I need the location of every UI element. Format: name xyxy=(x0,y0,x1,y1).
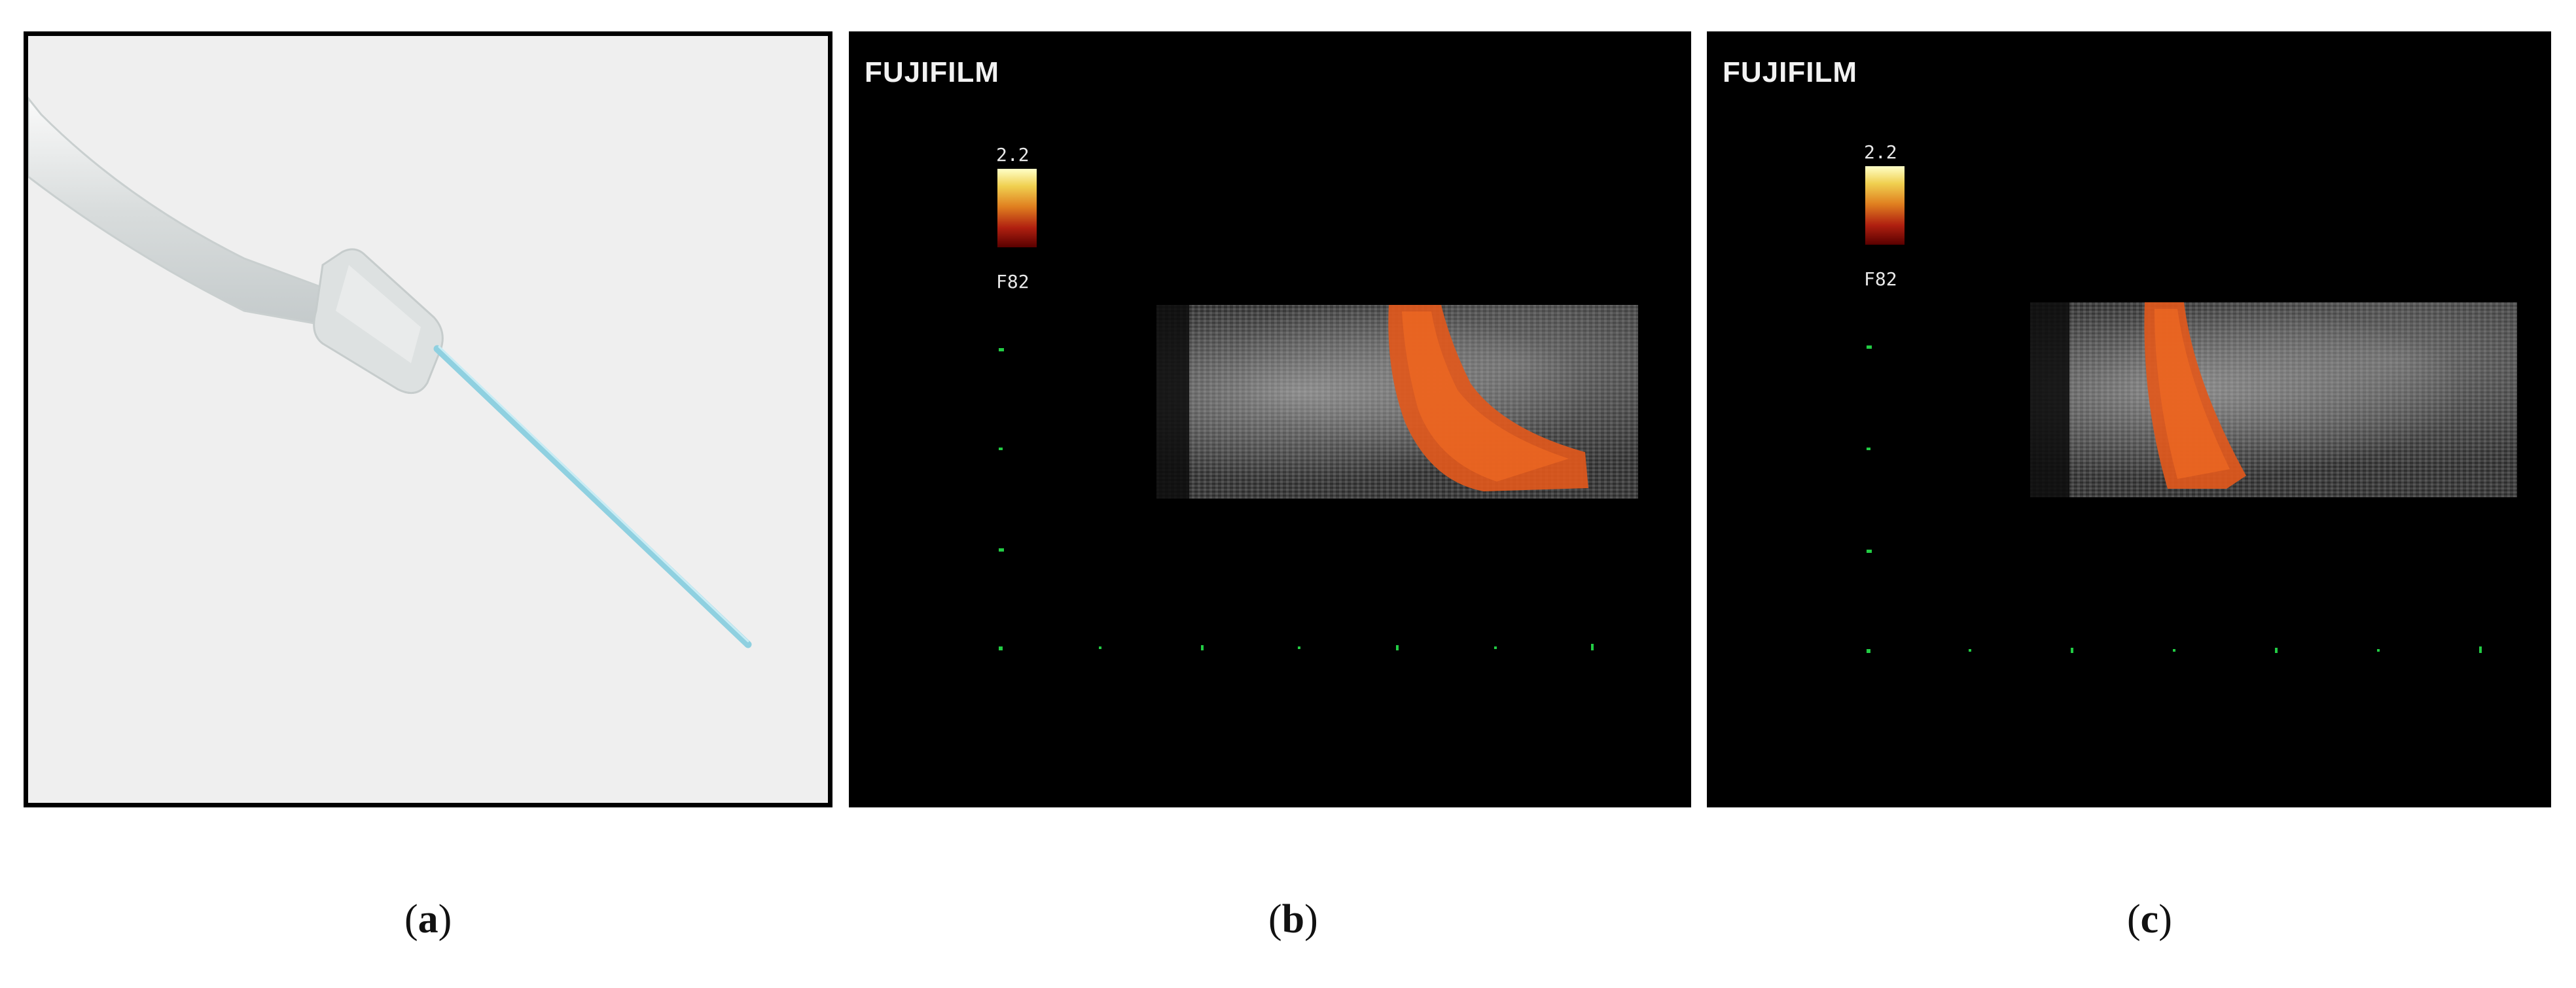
lateral-marker xyxy=(1396,645,1399,650)
lateral-marker xyxy=(1099,646,1101,649)
depth-marker xyxy=(999,548,1004,552)
scale-max-value: 2.2 xyxy=(996,144,1029,166)
lateral-marker xyxy=(2071,648,2073,653)
ultrasound-doppler-scan xyxy=(2030,302,2517,497)
doppler-colorbar xyxy=(997,169,1037,247)
catheter-tube xyxy=(28,96,337,328)
depth-marker xyxy=(1867,550,1872,553)
needle xyxy=(433,345,752,648)
lateral-marker xyxy=(1201,645,1204,650)
lateral-marker xyxy=(2275,648,2278,653)
depth-marker xyxy=(1867,448,1870,450)
lateral-marker xyxy=(1494,646,1497,649)
depth-marker xyxy=(1867,649,1870,653)
scale-code: F82 xyxy=(1864,268,1897,290)
subfigure-label-b: (b) xyxy=(1268,897,1318,942)
depth-marker xyxy=(999,348,1004,351)
ultrasound-panel-c: FUJIFILM 2.2 F82 xyxy=(1707,31,2551,807)
lateral-marker xyxy=(2377,649,2380,652)
scale-code: F82 xyxy=(996,271,1029,292)
lateral-marker xyxy=(1591,644,1594,650)
depth-marker xyxy=(1867,345,1872,349)
subfigure-label-a: (a) xyxy=(404,897,452,942)
brand-logo: FUJIFILM xyxy=(1723,56,1857,88)
catheter-needle-photo xyxy=(28,96,752,648)
ultrasound-doppler-scan xyxy=(1156,305,1638,499)
doppler-colorbar xyxy=(1865,166,1905,245)
depth-marker xyxy=(999,448,1003,450)
scale-max-value: 2.2 xyxy=(1864,141,1897,163)
lateral-marker xyxy=(2479,646,2482,653)
lateral-marker xyxy=(1298,646,1300,649)
catheter-photo-panel xyxy=(24,31,832,807)
depth-marker xyxy=(999,646,1003,650)
brand-logo: FUJIFILM xyxy=(865,56,999,88)
subfigure-label-c: (c) xyxy=(2127,897,2172,942)
ultrasound-panel-b: FUJIFILM 2.2 F82 xyxy=(849,31,1691,807)
lateral-marker xyxy=(1969,649,1971,652)
lateral-marker xyxy=(2173,649,2175,652)
